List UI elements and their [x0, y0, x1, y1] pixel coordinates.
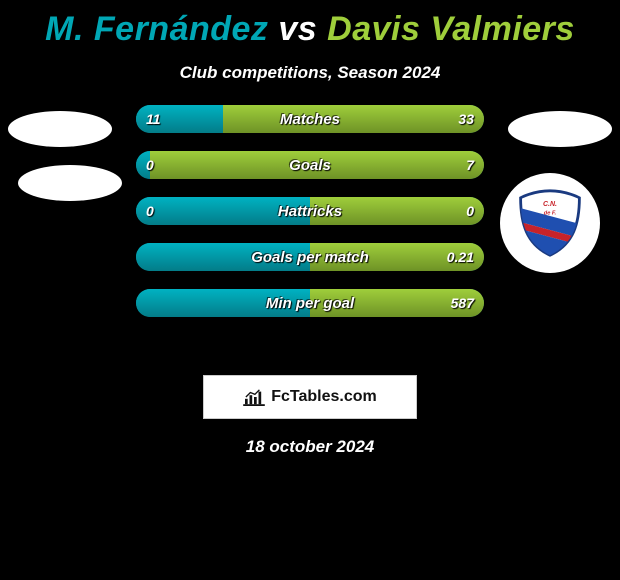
stat-label: Matches [136, 105, 484, 133]
svg-text:C.N.: C.N. [543, 201, 557, 208]
stat-row: Hattricks0 0 [136, 197, 484, 225]
stat-value-left: 0 [146, 151, 154, 179]
player-right-club-badge: C.N. de F. [500, 173, 600, 273]
stat-value-right: 0.21 [447, 243, 474, 271]
stat-value-right: 7 [466, 151, 474, 179]
subtitle: Club competitions, Season 2024 [0, 63, 620, 83]
player-left-club-placeholder [18, 165, 122, 201]
player-right-photo-placeholder [508, 111, 612, 147]
attribution-text: FcTables.com [271, 388, 377, 406]
stat-row: Goals0 7 [136, 151, 484, 179]
svg-text:de F.: de F. [544, 211, 557, 217]
stat-value-right: 33 [458, 105, 474, 133]
title-vs: vs [268, 10, 327, 48]
shield-icon: C.N. de F. [515, 188, 585, 258]
stat-row: Goals per match0.21 [136, 243, 484, 271]
date-text: 18 october 2024 [0, 437, 620, 457]
stat-label: Goals per match [136, 243, 484, 271]
player-left-photo-placeholder [8, 111, 112, 147]
stat-label: Hattricks [136, 197, 484, 225]
stat-row: Min per goal587 [136, 289, 484, 317]
stat-value-left: 11 [146, 105, 161, 133]
title-left: M. Fernández [45, 10, 268, 48]
stat-row: Matches11 33 [136, 105, 484, 133]
page-title: M. Fernández vs Davis Valmiers [0, 0, 620, 49]
stat-value-right: 587 [451, 289, 474, 317]
attribution-badge: FcTables.com [203, 375, 417, 419]
comparison-area: C.N. de F. Matches1133Goals07Hattricks00… [0, 117, 620, 357]
stat-value-left: 0 [146, 197, 154, 225]
stat-value-right: 0 [466, 197, 474, 225]
chart-icon [243, 388, 265, 406]
stat-label: Min per goal [136, 289, 484, 317]
stat-bars: Matches1133Goals07Hattricks00Goals per m… [136, 105, 484, 335]
stat-label: Goals [136, 151, 484, 179]
title-right: Davis Valmiers [327, 10, 575, 48]
